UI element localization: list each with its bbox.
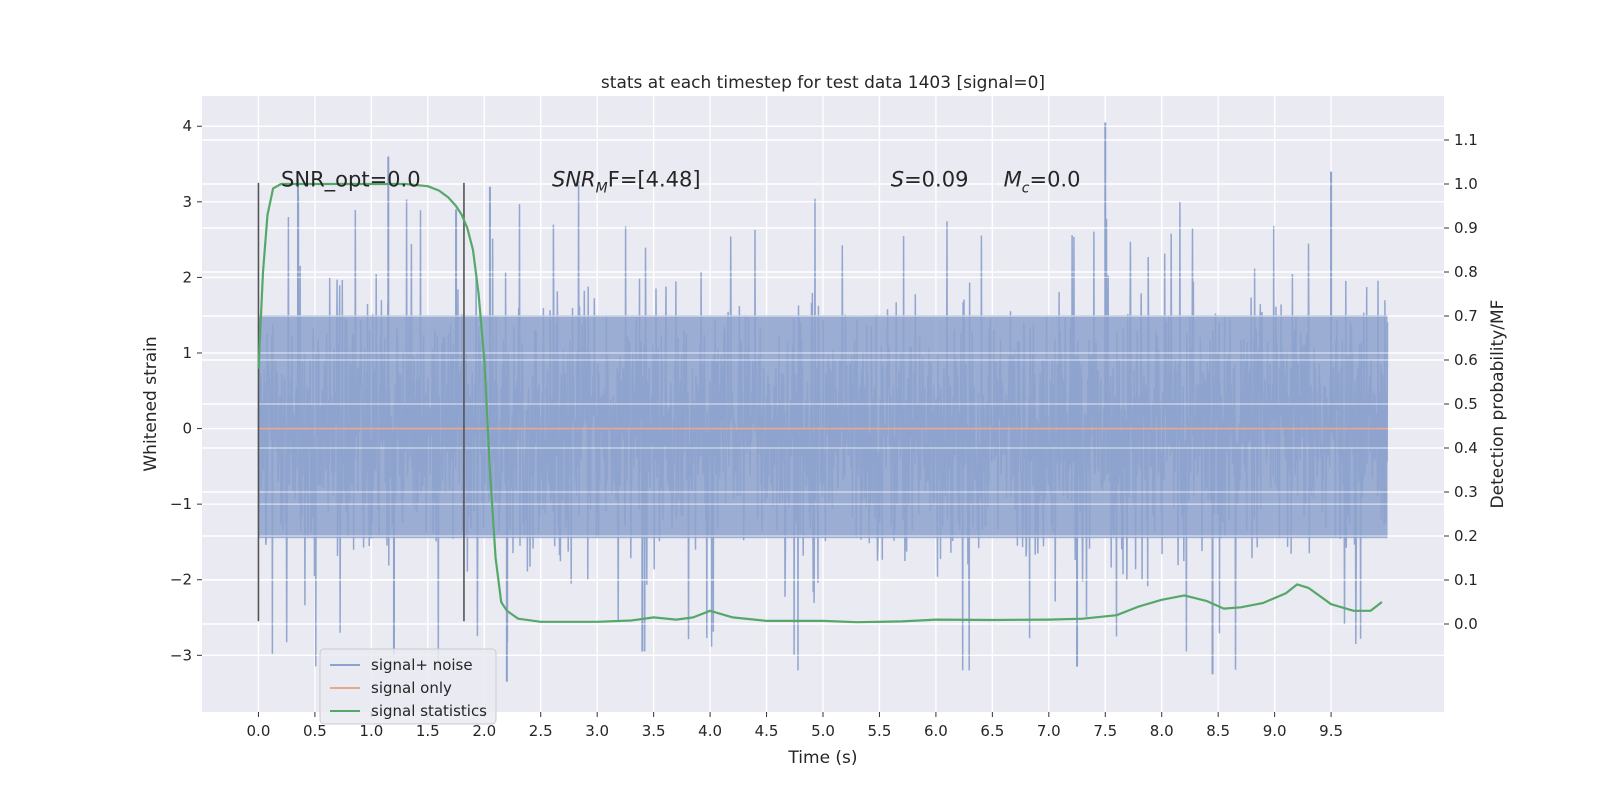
y2-axis-label: Detection probability/MF: [1488, 300, 1508, 509]
y2-tick-label: 0.8: [1454, 263, 1478, 281]
annotation: SNRMF=[4.48]: [552, 168, 701, 197]
signal-noise-series: [202, 122, 1444, 682]
annotation: S=0.09: [891, 168, 969, 192]
signal-statistics-series: [257, 182, 1383, 624]
y2-tick-label: 0.5: [1454, 395, 1478, 413]
legend-entry: signal statistics: [371, 702, 487, 720]
y2-tick-label: 1.0: [1454, 175, 1478, 193]
x-tick-label: 8.0: [1150, 722, 1174, 740]
y2-tick-label: 0.3: [1454, 483, 1478, 501]
x-tick-label: 0.0: [247, 722, 271, 740]
y-tick-label: 2: [182, 268, 192, 286]
x-tick-label: 6.0: [924, 722, 948, 740]
x-tick-label: 7.0: [1037, 722, 1061, 740]
annotation-main: M: [1004, 168, 1022, 192]
y2-tick-label: 0.1: [1454, 571, 1478, 589]
x-tick-label: 2.5: [529, 722, 553, 740]
y-tick-label: 4: [182, 117, 192, 135]
x-tick-label: 7.5: [1093, 722, 1117, 740]
x-tick-label: 4.0: [698, 722, 722, 740]
y2-tick-label: 0.0: [1454, 615, 1478, 633]
annotation-sub: M: [596, 181, 608, 197]
x-tick-label: 5.5: [868, 722, 892, 740]
x-tick-label: 9.0: [1263, 722, 1287, 740]
annotation-sub: c: [1022, 181, 1030, 197]
legend-box: [319, 648, 497, 725]
x-tick-label: 3.0: [585, 722, 609, 740]
y2-tick-label: 0.2: [1454, 527, 1478, 545]
vertical-markers: [257, 182, 465, 622]
annotation: Mc=0.0: [1004, 168, 1081, 197]
x-tick-label: 2.0: [472, 722, 496, 740]
annotation-rest: =0.0: [1029, 168, 1080, 192]
x-tick-label: 9.5: [1319, 722, 1343, 740]
x-tick-label: 1.0: [359, 722, 383, 740]
x-tick-label: 4.5: [755, 722, 779, 740]
signal-noise-core: [258, 315, 1388, 539]
y-tick-label: −2: [170, 571, 192, 589]
signal-statistics-line: [257, 182, 1383, 624]
y2-tick-label: 0.7: [1454, 307, 1478, 325]
x-tick-label: 3.5: [642, 722, 666, 740]
y2-tick-label: 0.6: [1454, 351, 1478, 369]
y-tick-label: −1: [170, 495, 192, 513]
annotation-rest: F=[4.48]: [608, 168, 701, 192]
y-tick-label: 0: [182, 420, 192, 438]
y2-tick-label: 1.1: [1454, 131, 1478, 149]
y-tick-label: −3: [170, 646, 192, 664]
x-tick-label: 6.5: [980, 722, 1004, 740]
annotation-main: SNR: [552, 168, 596, 192]
x-tick-label: 8.5: [1206, 722, 1230, 740]
annotations: SNR_opt=0.0 SNRMF=[4.48] S=0.09 Mc=0.0: [281, 168, 1080, 197]
x-tick-label: 5.0: [811, 722, 835, 740]
y2-tick-label: 0.4: [1454, 439, 1478, 457]
x-tick-label: 1.5: [416, 722, 440, 740]
x-axis-label: Time (s): [787, 748, 857, 768]
tick-labels: 0.0 0.5 1.0 1.5 2.0 2.5 3.0 3.5 4.0 4.5 5.0 5.5 6.0 6…: [170, 117, 1478, 740]
legend-entry: signal only: [371, 679, 452, 697]
y-tick-label: 3: [182, 193, 192, 211]
legend: signal+ noise signal only signal statistic…: [319, 648, 497, 725]
annotation: SNR_opt=0.0: [281, 168, 421, 193]
annotation-rest: =0.09: [904, 168, 968, 192]
y2-tick-label: 0.9: [1454, 219, 1478, 237]
annotation-main: S: [891, 168, 904, 192]
chart-title: stats at each timestep for test data 140…: [601, 73, 1045, 93]
y-tick-label: 1: [182, 344, 192, 362]
legend-entry: signal+ noise: [371, 656, 473, 674]
y-axis-label: Whitened strain: [141, 336, 161, 471]
x-tick-label: 0.5: [303, 722, 327, 740]
